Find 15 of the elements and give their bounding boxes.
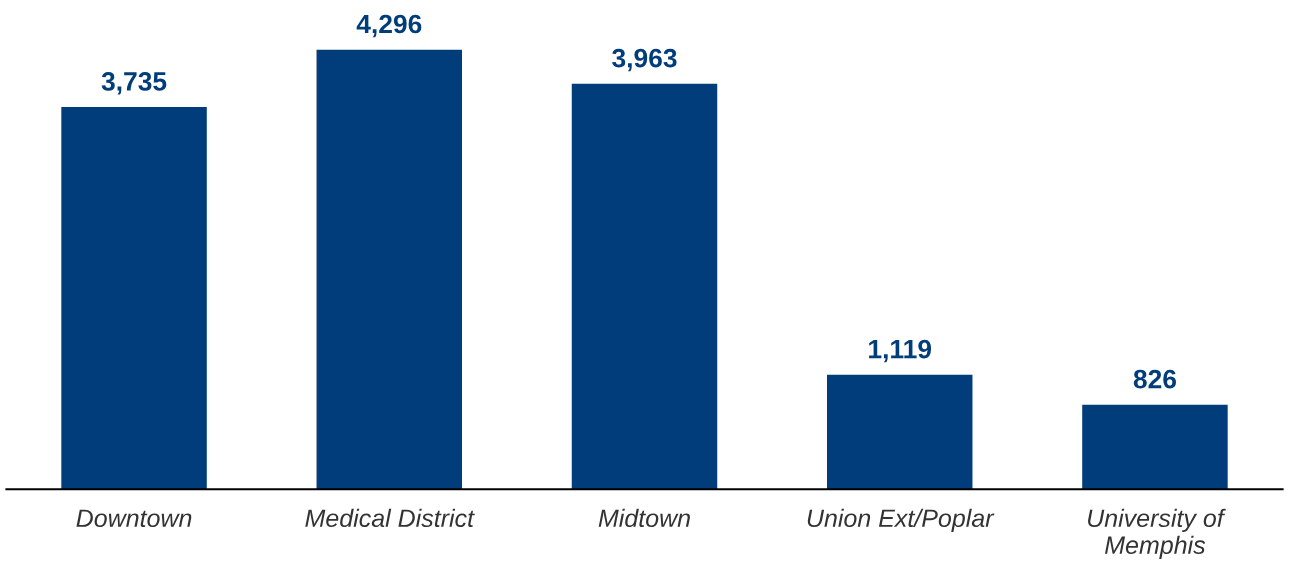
data-label: 1,119 [869,339,932,363]
x-tick-label: Medical District [305,508,475,528]
data-label: 3,735 [101,72,167,95]
bar [1082,404,1228,490]
x-tick-label: Downtown [76,509,192,528]
bar [826,374,973,490]
x-tick-label: Midtown [598,508,690,528]
x-tick-label: University of Memphis [1088,508,1226,559]
bar [316,49,463,490]
x-tick-label: Union Ext/Poplar [807,508,995,533]
data-label: 3,963 [612,48,677,72]
bar [571,83,718,490]
data-label: 4,296 [356,14,422,38]
data-label: 826 [1133,369,1177,389]
bar [61,107,207,490]
